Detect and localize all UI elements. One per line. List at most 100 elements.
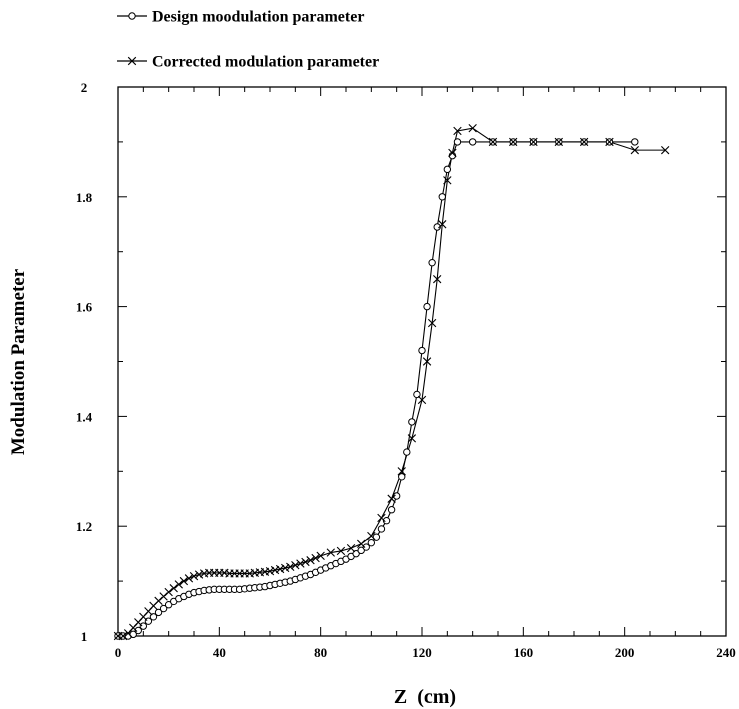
data-point-circle	[382, 517, 391, 525]
x-axis-title: Z (cm)	[394, 686, 456, 708]
data-point-circle	[392, 492, 401, 500]
data-point-x-stroke	[357, 539, 366, 548]
y-tick-label: 2	[81, 80, 88, 95]
data-point-x-stroke	[367, 531, 376, 541]
data-point-circle	[443, 165, 452, 174]
data-point-circle	[134, 626, 142, 635]
data-point-x-stroke	[488, 137, 498, 147]
data-point-circle	[164, 601, 173, 609]
data-point-x-stroke	[275, 564, 285, 574]
data-point-x-stroke	[427, 318, 437, 328]
data-point-x-stroke	[468, 123, 477, 133]
data-point-x	[427, 318, 437, 328]
data-point-x-stroke	[265, 567, 275, 576]
data-point-circle	[418, 346, 426, 355]
data-point-circle	[453, 138, 462, 146]
data-point-circle	[423, 302, 431, 311]
data-point-x	[296, 559, 305, 568]
data-point-x-stroke	[301, 557, 310, 567]
data-point-circle	[387, 506, 396, 514]
y-tick-label: 1.2	[76, 519, 92, 534]
data-point-x	[336, 546, 346, 556]
data-point-x	[118, 631, 128, 641]
data-point-circle	[468, 138, 477, 146]
data-point-x-stroke	[336, 546, 346, 556]
data-point-x-stroke	[174, 580, 183, 589]
data-point-x-stroke	[127, 56, 137, 66]
data-point-x	[367, 531, 376, 541]
data-point-x-stroke	[306, 556, 315, 565]
data-point-x-stroke	[311, 553, 320, 563]
data-point-x	[346, 543, 356, 553]
data-point-x	[301, 557, 310, 567]
data-point-x-stroke	[438, 220, 447, 229]
data-point-circle	[362, 543, 370, 551]
data-point-circle	[398, 473, 406, 481]
data-point-circle	[408, 418, 416, 426]
data-point-circle	[377, 525, 386, 533]
series-line-1	[118, 141, 635, 637]
tick-labels: 0 40 80 120 160 200 240 1 1.2 1.4 1.6 1.8 2	[76, 80, 736, 660]
data-point-x	[448, 148, 457, 158]
data-point-x	[438, 220, 447, 229]
data-point-x	[433, 274, 442, 284]
data-point-x	[291, 560, 300, 570]
data-point-circle	[139, 622, 148, 630]
data-point-x-stroke	[316, 551, 325, 561]
data-point-x	[275, 564, 285, 574]
data-point-x	[306, 556, 315, 565]
x-tick-label: 0	[115, 645, 122, 660]
data-point-x	[184, 574, 194, 583]
data-point-x-stroke	[346, 543, 356, 553]
x-tick-label: 160	[514, 645, 534, 660]
data-point-circle	[128, 12, 136, 20]
plot-border	[117, 86, 727, 637]
data-point-circle	[403, 448, 411, 456]
data-point-x	[443, 176, 452, 185]
data-point-x-stroke	[661, 145, 670, 155]
data-point-x	[453, 126, 462, 136]
y-tick-label: 1.8	[76, 190, 93, 205]
data-point-x-stroke	[281, 563, 290, 573]
data-point-x-stroke	[443, 176, 452, 185]
y-axis-title: Modulation Parameter	[8, 268, 29, 455]
data-point-x-stroke	[169, 584, 178, 593]
data-point-x-stroke	[270, 565, 280, 575]
data-point-x	[529, 137, 538, 147]
data-point-x	[311, 553, 320, 563]
data-point-x	[281, 563, 290, 573]
data-point-x	[630, 145, 639, 155]
data-point-x-stroke	[433, 274, 442, 284]
data-point-x	[407, 434, 417, 443]
data-point-x	[488, 137, 498, 147]
data-point-x-stroke	[453, 126, 462, 136]
data-point-x-stroke	[554, 137, 563, 147]
x-tick-label: 80	[314, 645, 327, 660]
data-point-x-stroke	[189, 571, 199, 581]
y-tick-label: 1.6	[76, 300, 93, 315]
series-markers	[113, 123, 670, 641]
legend: Design moodulation parameter Corrected mo…	[117, 9, 379, 71]
legend-entry-2: Corrected modulation parameter	[117, 54, 379, 71]
data-point-x-stroke	[579, 137, 589, 147]
data-point-x	[377, 513, 386, 523]
data-point-x	[661, 145, 670, 155]
data-point-x	[468, 123, 477, 133]
data-point-x	[194, 570, 204, 579]
data-point-x	[127, 56, 137, 66]
data-point-circle	[433, 223, 441, 231]
data-point-x-stroke	[407, 434, 417, 443]
legend-label: Corrected modulation parameter	[152, 54, 379, 71]
data-point-x	[174, 580, 183, 589]
data-point-x	[509, 137, 518, 147]
legend-label: Design moodulation parameter	[152, 9, 364, 26]
data-point-x	[417, 395, 427, 405]
data-point-x-stroke	[286, 562, 295, 572]
data-point-x	[554, 137, 563, 147]
x-tick-label: 120	[412, 645, 432, 660]
data-point-x	[357, 539, 366, 548]
data-point-circle	[357, 546, 365, 555]
data-point-x-stroke	[509, 137, 518, 147]
data-point-x	[286, 562, 295, 572]
